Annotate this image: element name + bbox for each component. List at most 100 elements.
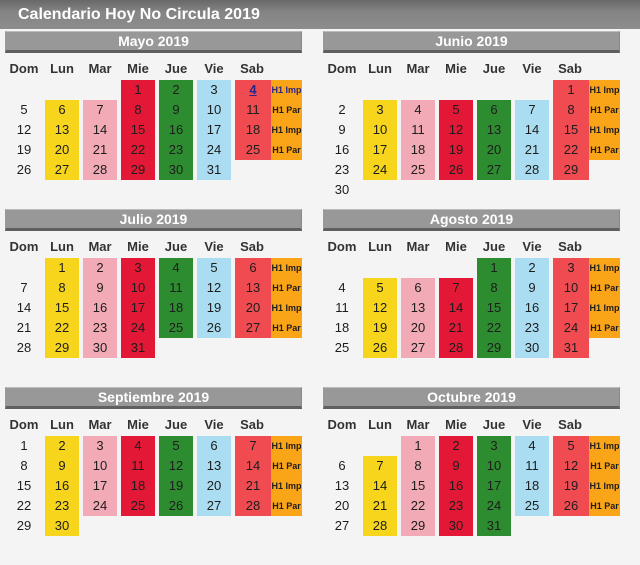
weekday-header: Dom [327, 238, 357, 254]
date-cell: 23 [83, 318, 117, 338]
day-slot: 26 [437, 160, 475, 180]
date-cell: 4 [159, 258, 193, 278]
day-slot: 4 [323, 278, 361, 298]
hologram-slot: H1 Par [589, 456, 620, 476]
day-slot: 17 [195, 120, 233, 140]
date-cell: 6 [477, 100, 511, 120]
day-slot: 27 [43, 160, 81, 180]
hologram-label: H1 Imp [589, 436, 620, 456]
day-slot: 20 [475, 140, 513, 160]
hologram-label: H1 Par [271, 140, 302, 160]
date-cell: 3 [553, 258, 589, 278]
day-slot: 19 [437, 140, 475, 160]
day-slot: 16 [323, 140, 361, 160]
hologram-slot: H1 Par [271, 318, 302, 338]
weekday-header: Jue [164, 60, 188, 76]
date-cell: 22 [553, 140, 589, 160]
date-cell: 11 [335, 300, 349, 315]
date-cell: 21 [16, 320, 32, 335]
hologram-slot: H1 Imp [589, 80, 620, 100]
date-cell: 8 [553, 100, 589, 120]
hologram-slot [589, 180, 620, 200]
day-slot: 27 [399, 338, 437, 358]
date-cell: 22 [121, 140, 155, 160]
date-cell: 27 [235, 318, 271, 338]
date-cell: 7 [20, 280, 28, 295]
day-slot [323, 436, 361, 456]
day-slot: 19 [157, 476, 195, 496]
day-slot: 30 [323, 180, 361, 200]
date-cell: 29 [121, 160, 155, 180]
date-cell: 6 [401, 278, 435, 298]
day-slot: 1 [399, 436, 437, 456]
hologram-label: H1 Imp [589, 298, 620, 318]
date-cell: 26 [553, 496, 589, 516]
date-cell: 26 [16, 162, 32, 177]
day-slot: 29 [5, 516, 43, 536]
day-slot [361, 258, 399, 278]
day-slot: 21 [5, 318, 43, 338]
day-slot: 3 [81, 436, 119, 456]
day-slot: 16 [513, 298, 551, 318]
calendar-table: Dom Lun Mar Mie Jue Vie Sab 1 H1 Imp 2 3 4 5 6 7 8 H1 Pa… [323, 56, 620, 200]
date-cell: 18 [121, 476, 155, 496]
day-slot: 6 [233, 258, 271, 278]
day-slot: 9 [81, 278, 119, 298]
day-slot: 31 [475, 516, 513, 536]
date-cell: 4 [401, 100, 435, 120]
day-slot: 20 [233, 298, 271, 318]
empty-cell [83, 516, 117, 536]
day-slot: 24 [475, 496, 513, 516]
hologram-slot [589, 516, 620, 536]
empty-cell [45, 80, 79, 100]
date-cell: 17 [83, 476, 117, 496]
date-cell: 12 [159, 456, 193, 476]
day-slot: 1 [551, 80, 589, 100]
hologram-label: H1 Par [589, 278, 620, 298]
day-slot: 13 [195, 456, 233, 476]
hologram-label: H1 Par [271, 278, 302, 298]
weekday-header: Dom [9, 60, 39, 76]
day-slot: 20 [323, 496, 361, 516]
date-cell: 15 [477, 298, 511, 318]
weekday-header: Lun [368, 60, 392, 76]
date-cell: 26 [197, 318, 231, 338]
date-cell: 10 [553, 278, 589, 298]
date-cell: 30 [159, 160, 193, 180]
day-slot: 15 [551, 120, 589, 140]
hologram-label: H1 Par [271, 496, 302, 516]
date-cell: 14 [83, 120, 117, 140]
empty-cell [515, 516, 549, 536]
hologram-label-link[interactable]: H1 Imp [271, 80, 302, 100]
date-cell: 24 [553, 318, 589, 338]
day-slot: 27 [475, 160, 513, 180]
day-slot: 27 [323, 516, 361, 536]
day-slot: 24 [81, 496, 119, 516]
day-slot: 12 [195, 278, 233, 298]
day-slot: 15 [475, 298, 513, 318]
month-title: Mayo 2019 [5, 31, 302, 53]
day-slot: 8 [399, 456, 437, 476]
day-slot: 4 [513, 436, 551, 456]
day-slot: 23 [437, 496, 475, 516]
date-cell: 29 [401, 516, 435, 536]
day-slot [323, 80, 361, 100]
date-cell: 5 [197, 258, 231, 278]
date-cell: 21 [515, 140, 549, 160]
day-slot: 12 [551, 456, 589, 476]
day-slot [551, 180, 589, 200]
day-slot: 3 [119, 258, 157, 278]
empty-cell [325, 80, 359, 100]
day-slot: 31 [551, 338, 589, 358]
day-slot [233, 160, 271, 180]
date-link[interactable]: 4 [235, 80, 271, 100]
date-cell: 17 [121, 298, 155, 318]
date-cell: 10 [363, 120, 397, 140]
hologram-slot: H1 Imp [271, 258, 302, 278]
weekday-header: Sab [240, 60, 264, 76]
date-cell: 18 [235, 120, 271, 140]
day-slot: 26 [5, 160, 43, 180]
empty-cell [235, 338, 271, 358]
date-cell: 25 [334, 340, 350, 355]
weekday-header: Sab [558, 416, 582, 432]
